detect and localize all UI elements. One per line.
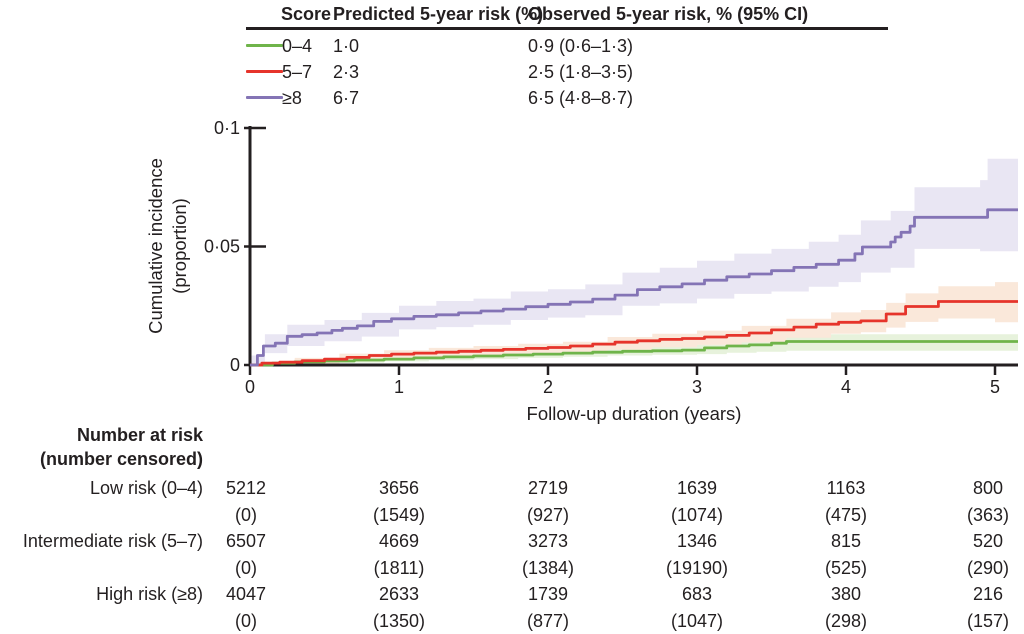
legend-observed-value: 0·9 (0·6–1·3) [528, 36, 634, 56]
risk-count-value: 1639 [676, 478, 718, 498]
legend-observed-value: 2·5 (1·8–3·5) [528, 62, 634, 82]
risk-count-value: 380 [830, 584, 862, 604]
risk-censored-value: (1811) [373, 558, 425, 578]
risk-censored-value: (525) [824, 558, 868, 578]
legend-predicted-value: 6·7 [333, 88, 360, 108]
y-tick-label: 0 [230, 355, 240, 375]
risk-censored-value: (0) [235, 558, 257, 578]
ci-band-intermediate-risk [250, 282, 1018, 365]
risk-censored-value: (157) [966, 611, 1010, 631]
x-tick-label: 5 [990, 377, 1000, 397]
legend-line-swatch-1 [246, 70, 283, 74]
x-tick-label: 4 [841, 377, 851, 397]
risk-count-value: 4047 [225, 584, 267, 604]
x-axis-title: Follow-up duration (years) [527, 403, 742, 424]
risk-censored-value: (927) [526, 505, 570, 525]
risk-count-value: 1346 [676, 531, 718, 551]
risk-count-value: 683 [681, 584, 713, 604]
risk-count-value: 1163 [826, 478, 866, 498]
legend-predicted-value: 1·0 [333, 36, 360, 56]
risk-count-value: 5212 [225, 478, 267, 498]
legend-line-swatch-0 [246, 44, 283, 48]
legend-header-predicted: Predicted 5-year risk (%) [333, 4, 544, 24]
risk-row-label: Low risk (0–4) [89, 478, 203, 498]
x-tick-label: 0 [245, 377, 255, 397]
y-tick-label: 0·1 [214, 118, 240, 138]
legend-line-swatch-2 [246, 96, 283, 100]
series-lines-layer [250, 208, 1018, 367]
y-axis-title-line1: Cumulative incidence [145, 158, 166, 334]
legend-header-observed: Observed 5-year risk, % (95% CI) [528, 4, 809, 24]
ci-band-high-risk [250, 158, 1018, 365]
legend-score-label: 5–7 [282, 62, 313, 82]
risk-table-header-line1: Number at risk [76, 425, 203, 445]
legend-score-label: ≥8 [282, 88, 302, 108]
axes-layer [244, 126, 1018, 375]
risk-count-value: 6507 [225, 531, 267, 551]
y-axis-title-line2: (proportion) [169, 198, 190, 294]
risk-censored-value: (0) [235, 505, 257, 525]
x-tick-label: 2 [543, 377, 553, 397]
legend-predicted-value: 2·3 [333, 62, 360, 82]
risk-censored-value: (475) [824, 505, 868, 525]
legend-header-score: Score [281, 4, 332, 24]
risk-count-value: 216 [972, 584, 1004, 604]
risk-censored-value: (298) [824, 611, 868, 631]
risk-count-value: 1739 [527, 584, 569, 604]
risk-censored-value: (0) [235, 611, 257, 631]
x-tick-label: 3 [692, 377, 702, 397]
risk-count-value: 3273 [527, 531, 569, 551]
series-line-low-risk [250, 340, 1018, 367]
legend-header-rule [246, 27, 888, 30]
risk-count-value: 4669 [378, 531, 420, 551]
risk-censored-value: (877) [526, 611, 570, 631]
risk-censored-value: (19190) [665, 558, 729, 578]
series-line-high-risk [250, 208, 1018, 367]
tick-labels-layer: 0 1 2 3 4 5 0 0·05 0·1 [204, 118, 1000, 397]
risk-censored-value: (1074) [670, 505, 724, 525]
risk-count-value: 3656 [378, 478, 420, 498]
x-tick-label: 1 [394, 377, 404, 397]
confidence-bands-layer [250, 158, 1018, 365]
risk-row-label: High risk (≥8) [96, 584, 203, 604]
risk-count-value: 520 [972, 531, 1004, 551]
y-tick-label: 0·05 [204, 237, 240, 257]
risk-censored-value: (363) [966, 505, 1010, 525]
risk-censored-value: (1350) [372, 611, 426, 631]
risk-censored-value: (1047) [670, 611, 724, 631]
risk-censored-value: (1549) [372, 505, 426, 525]
legend-observed-value: 6·5 (4·8–8·7) [528, 88, 634, 108]
risk-censored-value: (1384) [521, 558, 575, 578]
series-line-intermediate-risk [250, 300, 1018, 367]
risk-censored-value: (290) [966, 558, 1010, 578]
risk-count-value: 2633 [378, 584, 420, 604]
legend-score-label: 0–4 [282, 36, 313, 56]
risk-table-header-line2: (number censored) [39, 449, 203, 469]
risk-count-value: 815 [830, 531, 862, 551]
risk-count-value: 2719 [527, 478, 569, 498]
risk-count-value: 800 [972, 478, 1004, 498]
risk-row-label: Intermediate risk (5–7) [22, 531, 203, 551]
